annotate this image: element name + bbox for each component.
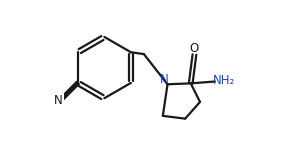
- Text: O: O: [190, 42, 199, 55]
- Text: N: N: [160, 73, 169, 86]
- Text: NH₂: NH₂: [213, 74, 235, 87]
- Text: N: N: [54, 94, 62, 107]
